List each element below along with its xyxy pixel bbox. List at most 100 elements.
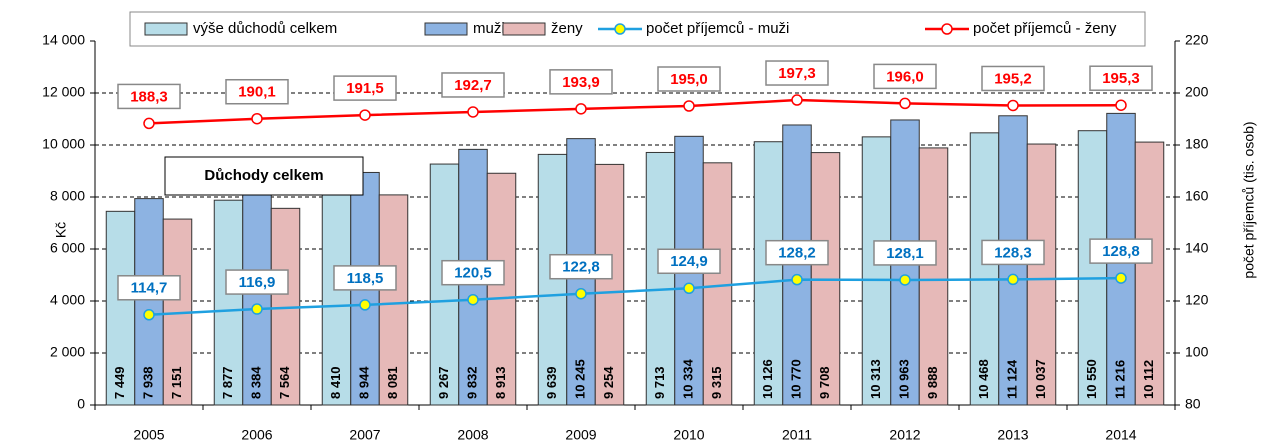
- y-tick-label: 8 000: [50, 188, 85, 204]
- line-value-label: 128,3: [994, 244, 1032, 261]
- bar-value-label: 7 877: [220, 366, 235, 399]
- bar-value-label: 10 468: [976, 359, 991, 399]
- x-tick-label: 2006: [241, 427, 272, 443]
- x-tick-label: 2008: [457, 427, 488, 443]
- bar-value-label: 10 334: [680, 358, 695, 399]
- bar: [594, 163, 625, 406]
- legend-label: ženy: [551, 20, 583, 37]
- line-value-label: 191,5: [346, 80, 384, 97]
- y2-tick-label: 220: [1185, 32, 1209, 48]
- bar-value-label: 9 713: [652, 366, 667, 399]
- y-tick-label: 2 000: [50, 344, 85, 360]
- bar: [645, 151, 676, 406]
- line-value-label: 122,8: [562, 259, 600, 276]
- value-label-box: [657, 66, 721, 92]
- line-value-label: 128,2: [778, 245, 816, 262]
- line-value-label: 128,8: [1102, 243, 1140, 260]
- bar: [753, 141, 784, 406]
- line-marker: [1007, 99, 1019, 112]
- bar-value-label: 10 550: [1084, 359, 1099, 399]
- bar-value-label: 9 254: [601, 366, 616, 399]
- x-tick-label: 2010: [673, 427, 704, 443]
- y2-axis-label: počet příjemců (tis. osob): [1241, 121, 1257, 278]
- value-label-box: [225, 78, 289, 105]
- legend-swatch: [502, 22, 546, 36]
- y-axis-label: Kč: [53, 222, 69, 238]
- line-value-label: 193,9: [562, 74, 600, 91]
- value-label-box: [333, 75, 397, 101]
- annotation: Důchody celkem: [164, 156, 364, 196]
- y-tick-label: 12 000: [42, 84, 85, 100]
- line-value-label: 196,0: [886, 68, 924, 85]
- line-value-label: 120,5: [454, 265, 492, 282]
- bar: [1026, 143, 1057, 406]
- x-tick-label: 2011: [782, 427, 812, 443]
- line-value-label: 195,0: [670, 71, 708, 88]
- bar: [105, 210, 136, 406]
- bar-value-label: 11 124: [1004, 359, 1019, 399]
- line-value-label: 124,9: [670, 253, 708, 270]
- bar-value-label: 8 913: [493, 366, 508, 399]
- line-marker: [251, 112, 263, 125]
- bar-value-label: 8 081: [385, 366, 400, 399]
- line-value-label: 195,3: [1102, 70, 1140, 87]
- bar-value-label: 9 888: [925, 366, 940, 399]
- y2-tick-label: 180: [1185, 136, 1209, 152]
- line-marker: [791, 273, 803, 286]
- bar-value-label: 8 410: [328, 366, 343, 399]
- line: [148, 276, 1122, 317]
- line-marker: [467, 293, 479, 306]
- bar-value-label: 8 384: [248, 366, 263, 399]
- value-label-box: [117, 275, 181, 301]
- bar-value-label: 10 770: [788, 359, 803, 399]
- legend-label: výše důchodů celkem: [193, 20, 337, 37]
- bar-value-label: 10 037: [1033, 359, 1048, 399]
- line-value-label: 114,7: [131, 280, 168, 297]
- y2-tick-label: 160: [1185, 188, 1209, 204]
- value-label-box: [981, 239, 1045, 266]
- legend-marker: [614, 23, 626, 35]
- value-label-box: [333, 265, 397, 291]
- bar: [1077, 130, 1108, 406]
- bar: [486, 172, 517, 406]
- line-marker: [359, 109, 371, 121]
- line-marker: [683, 282, 695, 295]
- value-label-box: [1089, 238, 1153, 264]
- value-label-box: [1089, 65, 1153, 91]
- bar: [213, 199, 244, 406]
- value-label-box: [765, 60, 829, 86]
- bar-value-label: 9 315: [709, 366, 724, 399]
- y-tick-label: 6 000: [50, 240, 85, 256]
- y-tick-label: 4 000: [50, 292, 85, 308]
- line-marker: [467, 106, 479, 118]
- y2-tick-label: 80: [1185, 396, 1201, 412]
- value-label-box: [549, 69, 613, 95]
- value-label-box: [873, 63, 937, 90]
- line-marker: [899, 274, 911, 286]
- bar-value-label: 7 938: [140, 366, 155, 399]
- line-marker: [359, 299, 371, 311]
- line-marker: [1115, 272, 1127, 284]
- bar-value-label: 10 112: [1141, 360, 1156, 399]
- y2-tick-label: 120: [1185, 292, 1209, 308]
- bar: [702, 162, 733, 406]
- annotation-box: [164, 156, 364, 196]
- line-marker: [1007, 273, 1019, 286]
- bar: [378, 194, 409, 406]
- bar-value-label: 8 944: [356, 366, 371, 399]
- value-label-box: [873, 240, 937, 266]
- bar: [1134, 141, 1165, 406]
- y2-tick-label: 200: [1185, 84, 1209, 100]
- legend-label: počet příjemců - muži: [646, 20, 789, 37]
- line-marker: [251, 303, 263, 315]
- y2-tick-label: 140: [1185, 240, 1209, 256]
- value-label-box: [657, 248, 721, 275]
- value-label-box: [441, 72, 505, 98]
- line-marker: [143, 117, 155, 130]
- x-tick-label: 2013: [997, 427, 1028, 443]
- bar-value-label: 7 564: [277, 366, 292, 399]
- y-tick-label: 0: [77, 396, 85, 412]
- line-marker: [899, 97, 911, 110]
- legend-marker: [941, 23, 953, 35]
